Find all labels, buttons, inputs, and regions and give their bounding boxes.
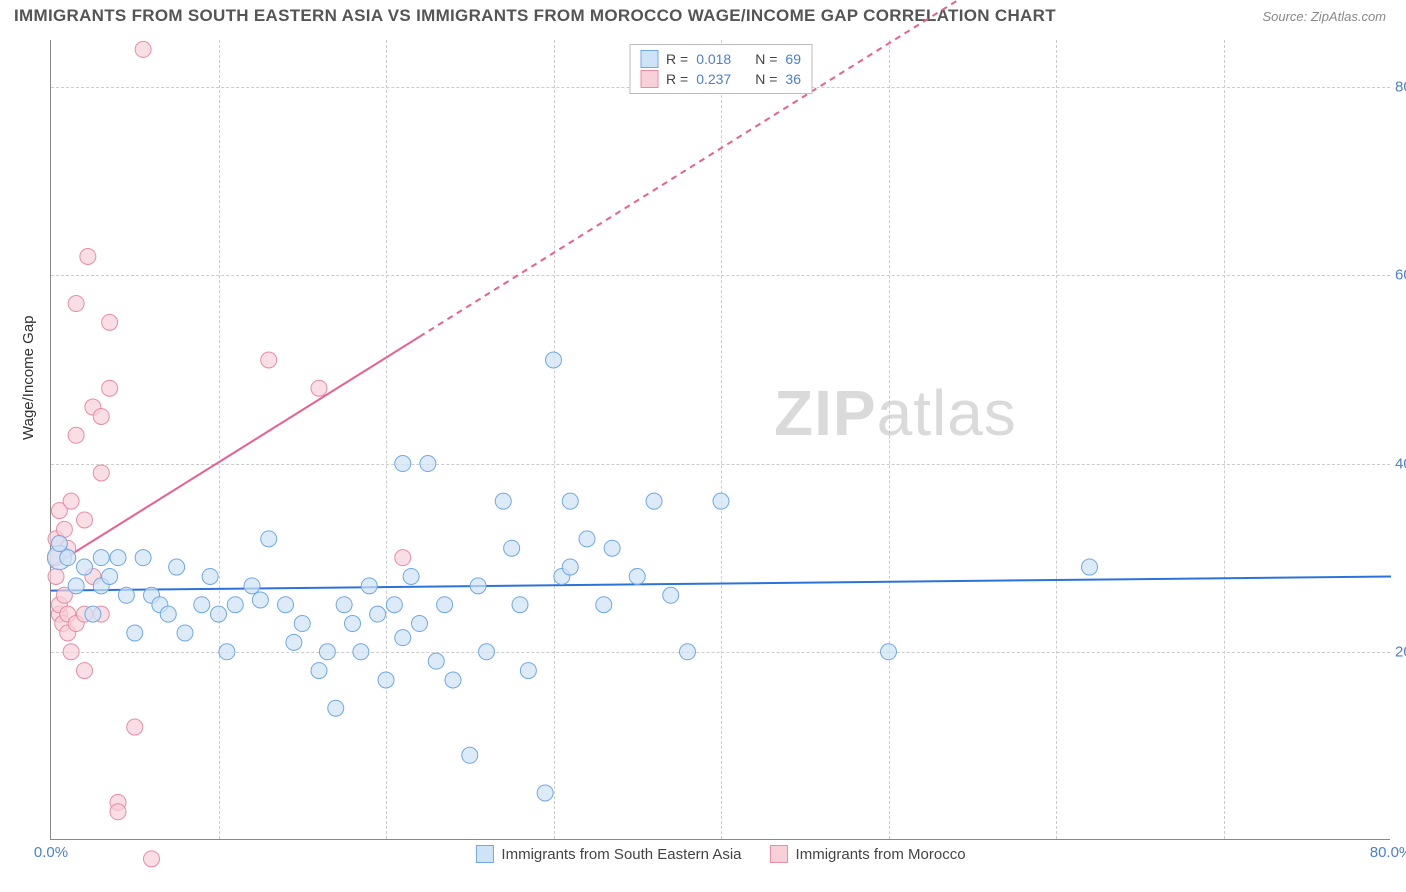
legend-stats: R = 0.018 N = 69 R = 0.237 N = 36 [629,44,812,94]
legend-stats-row: R = 0.018 N = 69 [640,49,801,69]
y-tick-label: 40.0% [1395,455,1406,472]
legend-series: Immigrants from South Eastern Asia Immig… [469,845,971,863]
x-tick-label: 80.0% [1370,844,1406,861]
swatch-series-2 [770,845,788,863]
swatch-series-2 [640,70,658,88]
swatch-series-1 [640,50,658,68]
plot-svg [51,40,1390,839]
y-tick-label: 20.0% [1395,643,1406,660]
y-tick-label: 60.0% [1395,267,1406,284]
legend-stats-row: R = 0.237 N = 36 [640,69,801,89]
y-tick-label: 80.0% [1395,79,1406,96]
y-axis-label: Wage/Income Gap [20,315,37,440]
x-tick-label: 0.0% [34,844,68,861]
swatch-series-1 [475,845,493,863]
legend-item: Immigrants from South Eastern Asia [475,845,741,863]
source-attribution: Source: ZipAtlas.com [1262,9,1386,24]
scatter-chart: ZIPatlas R = 0.018 N = 69 R = 0.237 N = … [50,40,1390,840]
legend-item: Immigrants from Morocco [770,845,966,863]
chart-title: IMMIGRANTS FROM SOUTH EASTERN ASIA VS IM… [14,6,1056,26]
